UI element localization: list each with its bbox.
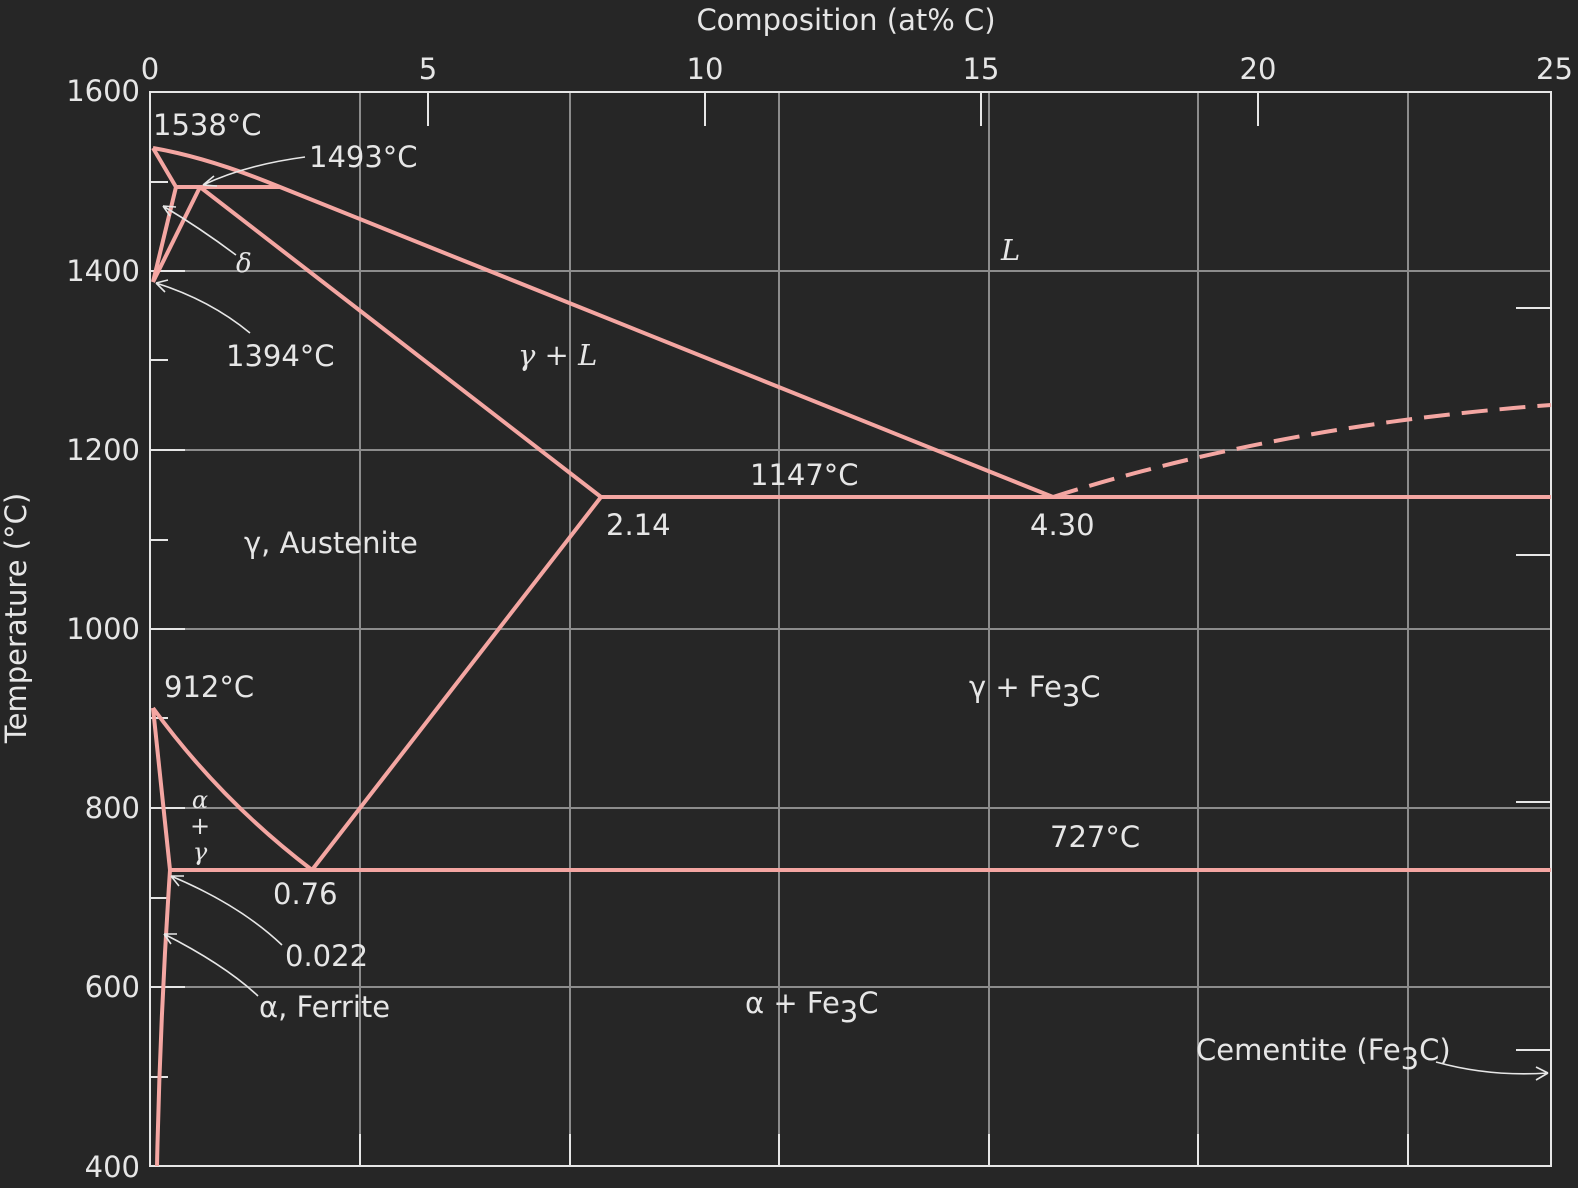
cementite-label-tail: C) bbox=[1419, 1033, 1451, 1067]
gamma-cementite-main: γ + Fe bbox=[969, 670, 1062, 704]
y-tick-label: 400 bbox=[85, 1150, 140, 1184]
liquid-region-label: L bbox=[1000, 233, 1020, 267]
arrow-1493 bbox=[202, 156, 306, 187]
alpha-solvus-line bbox=[151, 707, 172, 871]
austenite-solidus-line bbox=[198, 185, 603, 499]
alpha-cementite-tail: C bbox=[858, 986, 878, 1020]
eutectoid-comp-label: 0.76 bbox=[273, 877, 338, 911]
iron-melting-label: 1538°C bbox=[153, 108, 262, 142]
arrow-delta bbox=[162, 205, 237, 256]
y-tick-label: 1200 bbox=[66, 433, 140, 467]
ferrite-region-label: α, Ferrite bbox=[259, 990, 390, 1024]
alpha-cementite-main: α + Fe bbox=[745, 986, 840, 1020]
top-tick-label: 25 bbox=[1536, 52, 1573, 86]
gamma-cementite-subscript: 3 bbox=[1062, 679, 1080, 713]
gamma-cementite-tail: C bbox=[1080, 670, 1100, 704]
y-tick-label: 1000 bbox=[66, 612, 140, 646]
gamma-cementite-region-label: γ + Fe3C bbox=[969, 670, 1101, 713]
alpha-max-label: 0.022 bbox=[285, 939, 368, 973]
peritectic-label: 1493°C bbox=[309, 140, 418, 174]
delta-liquidus-line bbox=[151, 146, 178, 189]
cementite-label-subscript: 3 bbox=[1401, 1042, 1419, 1076]
liquidus-line bbox=[152, 146, 1054, 499]
eutectoid-temp-label: 727°C bbox=[1050, 820, 1140, 854]
cementite-liquidus-line bbox=[1052, 403, 1552, 499]
austenite-region-label: γ, Austenite bbox=[244, 526, 418, 560]
delta-gamma-line bbox=[151, 186, 202, 283]
y-axis-tick-labels: 1600 1400 1200 1000 800 600 400 bbox=[66, 74, 140, 1184]
grid bbox=[150, 92, 1551, 1166]
top-tick-label: 10 bbox=[687, 52, 724, 86]
alpha-cementite-region-label: α + Fe3C bbox=[745, 986, 879, 1029]
eutectic-gamma-label: 2.14 bbox=[606, 508, 671, 542]
eutectic-comp-label: 4.30 bbox=[1030, 508, 1095, 542]
acm-line bbox=[310, 495, 603, 872]
y-tick-label: 600 bbox=[85, 970, 140, 1004]
leader-arrows bbox=[155, 156, 1549, 1081]
y-tick-label: 800 bbox=[85, 791, 140, 825]
a3-line bbox=[151, 706, 314, 872]
y-tick-label: 1400 bbox=[66, 254, 140, 288]
alpha-cementite-subscript: 3 bbox=[840, 995, 858, 1029]
gamma-liquid-region-label: γ + L bbox=[518, 338, 597, 372]
eutectic-temp-label: 1147°C bbox=[750, 458, 859, 492]
top-axis-label: Composition (at% C) bbox=[696, 3, 995, 37]
alpha-gamma-label: 912°C bbox=[164, 670, 254, 704]
top-tick-label: 15 bbox=[963, 52, 1000, 86]
top-axis-tick-labels: 0 5 10 15 20 25 bbox=[141, 52, 1573, 86]
cementite-label: Cementite (Fe3C) bbox=[1196, 1033, 1451, 1076]
y-axis-label: Temperature (°C) bbox=[0, 493, 33, 744]
top-tick-label: 5 bbox=[419, 52, 437, 86]
alpha-gamma-gamma-label: γ bbox=[193, 838, 208, 866]
cementite-label-main: Cementite (Fe bbox=[1196, 1033, 1401, 1067]
y-tick-label: 1600 bbox=[66, 74, 140, 108]
arrow-0022 bbox=[170, 875, 283, 946]
arrow-ferrite bbox=[163, 933, 259, 997]
phase-boundaries bbox=[151, 146, 1552, 1167]
arrow-cementite bbox=[1435, 1061, 1549, 1081]
alpha-gamma-alpha-label: α bbox=[192, 786, 208, 814]
ferrite-solvus-line bbox=[155, 869, 172, 1167]
delta-region-label: δ bbox=[236, 249, 252, 279]
alpha-gamma-plus-label: + bbox=[190, 812, 210, 840]
top-tick-label: 0 bbox=[141, 52, 159, 86]
arrow-1394 bbox=[155, 279, 251, 334]
delta-gamma-label: 1394°C bbox=[226, 339, 335, 373]
top-tick-label: 20 bbox=[1240, 52, 1277, 86]
delta-solidus-line bbox=[151, 186, 178, 283]
